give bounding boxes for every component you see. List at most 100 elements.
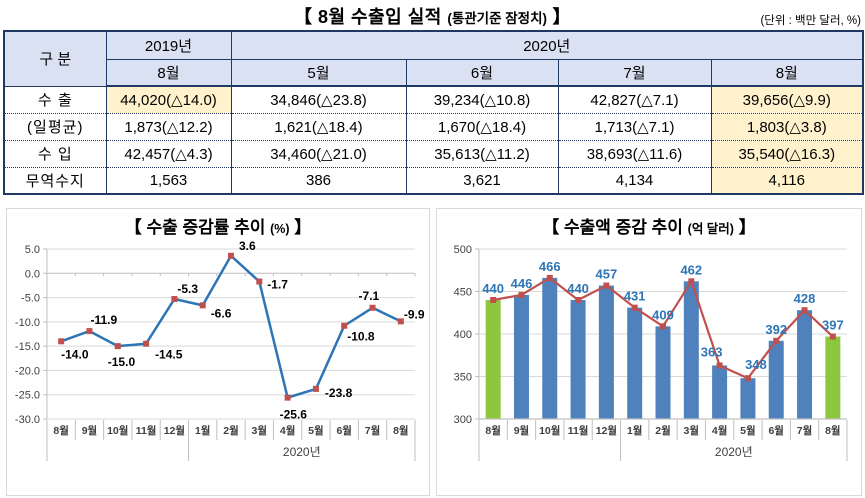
svg-text:9월: 9월 bbox=[82, 424, 98, 437]
svg-text:11월: 11월 bbox=[136, 424, 157, 437]
bar bbox=[655, 326, 671, 419]
daily-avg-aug: 1,803(△3.8) bbox=[710, 112, 865, 141]
row-label-trade-balance: 무역수지 bbox=[3, 166, 107, 195]
line-chart-title-close: 】 bbox=[289, 218, 312, 237]
svg-text:-14.5: -14.5 bbox=[155, 348, 183, 362]
balance-2019-aug: 1,563 bbox=[105, 166, 232, 195]
bars-group bbox=[485, 277, 841, 419]
table-row-exports: 수 출 44,020(△14.0) 34,846(△23.8) 39,234(△… bbox=[3, 85, 865, 114]
bar bbox=[740, 378, 756, 419]
bar-chart-title-close: 】 bbox=[733, 218, 756, 237]
svg-text:7월: 7월 bbox=[797, 424, 813, 437]
svg-text:400: 400 bbox=[454, 329, 472, 341]
bar bbox=[570, 300, 586, 419]
svg-text:392: 392 bbox=[765, 322, 787, 337]
svg-text:-11.9: -11.9 bbox=[90, 313, 117, 327]
table-row-imports: 수 입 42,457(△4.3) 34,460(△21.0) 35,613(△1… bbox=[3, 139, 865, 168]
svg-text:-30.0: -30.0 bbox=[15, 414, 40, 426]
svg-text:7월: 7월 bbox=[365, 424, 381, 437]
imports-2019-aug: 42,457(△4.3) bbox=[105, 139, 232, 168]
svg-text:6월: 6월 bbox=[336, 424, 352, 437]
line-markers bbox=[490, 274, 836, 382]
exports-jul: 42,827(△7.1) bbox=[557, 85, 712, 114]
daily-avg-jul: 1,713(△7.1) bbox=[557, 112, 712, 141]
svg-text:1월: 1월 bbox=[195, 424, 211, 437]
data-labels: -14.0 -11.9 -15.0 -14.5 -5.3 -6.6 3.6 -1.7 -25.6… bbox=[61, 239, 425, 422]
table-row-trade-balance: 무역수지 1,563 386 3,621 4,134 4,116 bbox=[3, 166, 865, 195]
svg-text:-23.8: -23.8 bbox=[325, 386, 353, 400]
svg-text:3월: 3월 bbox=[684, 424, 700, 437]
y-axis bbox=[475, 248, 480, 420]
category-separators bbox=[46, 420, 416, 461]
svg-text:440: 440 bbox=[567, 281, 589, 296]
svg-text:428: 428 bbox=[794, 291, 816, 306]
bar bbox=[513, 294, 529, 419]
row-label-daily-average: (일평균) bbox=[3, 112, 107, 141]
svg-text:-10.8: -10.8 bbox=[347, 330, 375, 344]
table-corner-label: 구 분 bbox=[3, 30, 107, 87]
svg-text:3.6: 3.6 bbox=[239, 239, 256, 253]
svg-text:-5.3: -5.3 bbox=[177, 282, 198, 296]
bar bbox=[598, 285, 614, 419]
year-2019-header: 2019년 bbox=[105, 30, 232, 60]
svg-text:409: 409 bbox=[652, 307, 674, 322]
export-amount-bar-chart: 500 450 400 350 300 440 446 466 440 457 431 409 462 3… bbox=[454, 244, 848, 461]
svg-text:-15.0: -15.0 bbox=[108, 355, 136, 369]
svg-text:-20.0: -20.0 bbox=[15, 365, 40, 377]
export-import-table: 구 분 2019년 2020년 8월 5월 6월 7월 8월 수 출 44,02… bbox=[3, 30, 865, 195]
bar bbox=[485, 300, 501, 419]
svg-text:-6.6: -6.6 bbox=[211, 306, 232, 320]
y-axis-labels: 5.0 0.0 -5.0 -10.0 -15.0 -20.0 -25.0 -30.0 bbox=[15, 244, 40, 426]
line-markers bbox=[58, 252, 404, 401]
export-growth-line-chart: 5.0 0.0 -5.0 -10.0 -15.0 -20.0 -25.0 -30.0 -14.0… bbox=[15, 239, 425, 461]
exports-aug: 39,656(△9.9) bbox=[710, 85, 865, 114]
svg-text:2020년: 2020년 bbox=[283, 445, 321, 459]
daily-avg-may: 1,621(△18.4) bbox=[230, 112, 407, 141]
imports-jun: 35,613(△11.2) bbox=[405, 139, 559, 168]
svg-text:4월: 4월 bbox=[712, 424, 728, 437]
table-row-daily-average: (일평균) 1,873(△12.2) 1,621(△18.4) 1,670(△1… bbox=[3, 112, 865, 141]
svg-text:2월: 2월 bbox=[223, 424, 239, 437]
balance-jun: 3,621 bbox=[405, 166, 559, 195]
svg-text:300: 300 bbox=[454, 414, 472, 426]
bar bbox=[542, 277, 558, 419]
exports-jun: 39,234(△10.8) bbox=[405, 85, 559, 114]
month-header-jun: 6월 bbox=[405, 58, 559, 87]
svg-text:5월: 5월 bbox=[308, 424, 324, 437]
data-labels: 440 446 466 440 457 431 409 462 363 348 392 428 397 bbox=[482, 259, 843, 372]
svg-text:12월: 12월 bbox=[164, 424, 185, 437]
x-axis-labels: 8월 9월 10월 11월 12월 1월 2월 3월 4월 5월 6월 7월 8월 bbox=[53, 424, 408, 437]
svg-text:9월: 9월 bbox=[514, 424, 530, 437]
svg-text:-5.0: -5.0 bbox=[21, 293, 40, 305]
svg-text:466: 466 bbox=[539, 259, 561, 274]
svg-text:12월: 12월 bbox=[596, 424, 617, 437]
svg-text:10월: 10월 bbox=[107, 424, 128, 437]
svg-text:440: 440 bbox=[482, 281, 504, 296]
month-header-aug: 8월 bbox=[710, 58, 865, 87]
daily-avg-2019-aug: 1,873(△12.2) bbox=[105, 112, 232, 141]
svg-text:350: 350 bbox=[454, 372, 472, 384]
x-group-label: 2020년 bbox=[283, 445, 321, 459]
row-label-exports: 수 출 bbox=[3, 85, 107, 114]
page-title-close: 】 bbox=[547, 7, 572, 27]
svg-text:-10.0: -10.0 bbox=[15, 317, 40, 329]
svg-text:-1.7: -1.7 bbox=[267, 278, 288, 292]
svg-text:462: 462 bbox=[680, 262, 702, 277]
unit-note: (단위 : 백만 달러, %) bbox=[760, 15, 861, 27]
svg-text:2월: 2월 bbox=[655, 424, 671, 437]
exports-may: 34,846(△23.8) bbox=[230, 85, 407, 114]
page-title-sub: (통관기준 잠정치) bbox=[447, 11, 548, 26]
svg-text:8월: 8월 bbox=[485, 424, 501, 437]
svg-text:5월: 5월 bbox=[740, 424, 756, 437]
balance-may: 386 bbox=[230, 166, 407, 195]
imports-aug: 35,540(△16.3) bbox=[710, 139, 865, 168]
svg-text:-25.6: -25.6 bbox=[280, 408, 308, 422]
balance-aug: 4,116 bbox=[710, 166, 865, 195]
category-separators bbox=[478, 420, 848, 461]
x-axis-labels: 8월 9월 10월 11월 12월 1월 2월 3월 4월 5월 6월 7월 8월 bbox=[485, 424, 840, 437]
export-growth-chart-panel: 【 수출 증감률 추이 (%) 】 5.0 0.0 -5.0 -10.0 -15.0 -2… bbox=[6, 208, 430, 496]
bar bbox=[712, 365, 728, 419]
svg-text:1월: 1월 bbox=[627, 424, 643, 437]
svg-text:457: 457 bbox=[596, 267, 618, 282]
